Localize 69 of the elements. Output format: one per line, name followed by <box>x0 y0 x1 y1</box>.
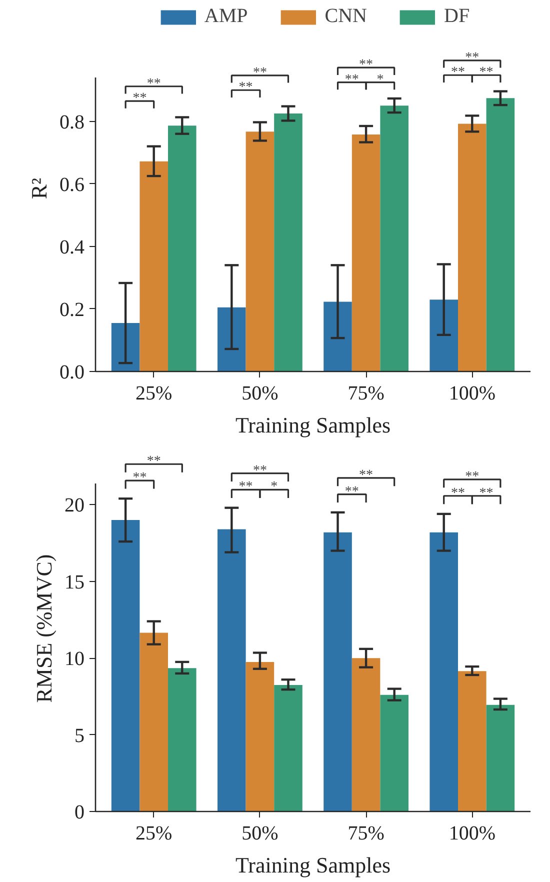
x-tick-label: 75% <box>348 382 384 404</box>
annotation: * <box>270 480 278 495</box>
bar <box>111 323 140 372</box>
annotation: ** <box>344 484 359 500</box>
text: ** <box>359 468 374 483</box>
bar <box>380 694 408 812</box>
x-tick-label: 75% <box>348 822 384 844</box>
annotation: ** <box>465 469 480 484</box>
bar <box>352 134 380 372</box>
annotation: ** <box>451 486 465 501</box>
annotation: ** <box>451 65 465 80</box>
legend-label: AMP <box>204 5 248 28</box>
y-axis-title: RMSE (%MVC) <box>32 554 56 703</box>
bar <box>430 300 458 372</box>
annotation: * <box>376 72 384 88</box>
annotation: ** <box>479 486 494 501</box>
annotation: ** <box>238 80 253 96</box>
x-tick-label: 50% <box>242 822 278 844</box>
y-tick-label: 10 <box>64 648 84 670</box>
bar <box>486 704 515 812</box>
bar <box>274 113 302 372</box>
y-axis-title: R² <box>26 177 52 200</box>
annotation: ** <box>132 470 147 486</box>
legend-label: DF <box>444 5 470 28</box>
bar <box>140 632 168 812</box>
y-tick-label: 0.0 <box>60 362 84 384</box>
text: ** <box>359 58 374 73</box>
bar <box>140 161 168 372</box>
bar <box>324 532 352 812</box>
x-tick-label: 100% <box>448 822 496 844</box>
y-tick-label: 0.8 <box>60 111 84 134</box>
bar <box>430 532 458 812</box>
y-tick-label: 0.6 <box>60 174 84 196</box>
y-tick-label: 20 <box>64 494 84 517</box>
x-axis-title: Training Samples <box>235 852 391 878</box>
text: ** <box>252 463 267 478</box>
annotation: ** <box>252 65 267 80</box>
bar <box>168 126 196 372</box>
bar <box>458 671 486 812</box>
x-tick-label: 50% <box>242 382 278 404</box>
text: ** <box>465 50 480 66</box>
bar <box>246 662 274 812</box>
bar <box>458 124 486 372</box>
bar <box>246 132 274 372</box>
bar <box>111 520 140 812</box>
y-tick-label: 5 <box>74 724 84 747</box>
bar <box>352 658 380 812</box>
x-tick-label: 25% <box>136 382 172 404</box>
annotation: ** <box>132 91 147 106</box>
annotation: ** <box>344 72 359 88</box>
bar <box>218 529 246 812</box>
bar <box>218 307 246 372</box>
y-tick-label: 0.2 <box>60 298 84 321</box>
y-tick-label: 0.4 <box>60 236 84 258</box>
bar <box>380 106 408 372</box>
bar <box>486 98 515 372</box>
y-tick-label: 0 <box>74 802 84 824</box>
bar <box>274 684 302 812</box>
text: ** <box>146 454 161 470</box>
x-tick-label: 100% <box>448 382 496 404</box>
annotation: ** <box>238 480 253 495</box>
bar <box>168 668 196 812</box>
x-axis-title: Training Samples <box>235 412 391 438</box>
bar <box>324 302 352 372</box>
legend-label: CNN <box>324 5 368 28</box>
annotation: ** <box>146 76 161 92</box>
annotation: ** <box>479 65 494 80</box>
y-tick-label: 15 <box>64 571 84 594</box>
x-tick-label: 25% <box>136 822 172 844</box>
